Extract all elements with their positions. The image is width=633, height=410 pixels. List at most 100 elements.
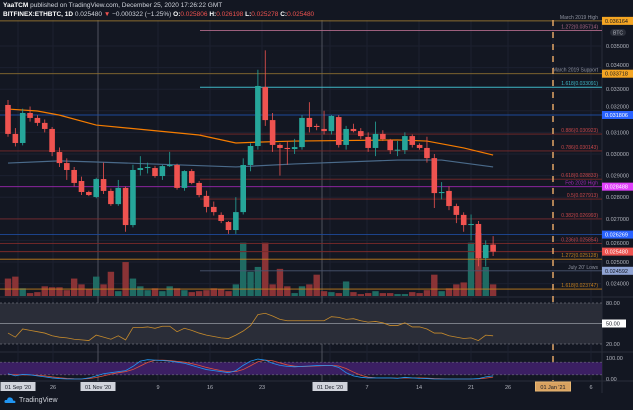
level-label: 0.236(0.025854) — [561, 238, 598, 244]
candle-body — [78, 180, 85, 193]
volume-bar — [232, 284, 240, 296]
currency-badge — [610, 29, 626, 36]
candle-body — [130, 169, 136, 226]
close-label: C: — [280, 11, 288, 18]
level-label: Feb 2020 High — [565, 181, 598, 187]
candle-body — [438, 192, 445, 194]
candle-body — [233, 212, 239, 231]
last-price: 0.025480 — [74, 11, 102, 18]
time-tick-label: 6 — [589, 385, 592, 391]
price-tag — [602, 182, 633, 191]
volume-bar — [387, 293, 394, 296]
tradingview-brand[interactable]: TradingView — [19, 396, 58, 404]
rsi-tick-label: 50.00 — [606, 322, 620, 328]
candle-body — [306, 117, 313, 128]
candle-body — [402, 136, 408, 151]
volume-bar — [48, 287, 56, 296]
time-tick-label: 14 — [416, 385, 422, 391]
volume-bar — [350, 292, 357, 296]
price-tag — [602, 247, 633, 256]
rsi-value-tag — [602, 319, 626, 328]
price-tag-label: 0.026269 — [605, 233, 628, 239]
candle-body — [152, 168, 158, 177]
level-label: 1.618(0.033091) — [561, 81, 598, 87]
candle-body — [365, 136, 371, 148]
candle-body — [137, 168, 144, 170]
volume-bar — [19, 288, 26, 296]
low-label: L: — [245, 11, 252, 18]
candle-body — [350, 128, 357, 132]
level-label: July 20' Lows — [568, 265, 598, 271]
volume-bar — [181, 290, 188, 296]
candle-body — [380, 133, 386, 140]
volume-bar — [159, 291, 166, 296]
down-arrow-icon: ▼ — [103, 11, 111, 18]
candle-body — [49, 128, 55, 153]
volume-bar — [129, 278, 137, 296]
ohlc-line: BITFINEX:ETHBTC, 1D 0.025480 ▼ −0.000322… — [3, 10, 314, 19]
volume-bar — [306, 284, 313, 296]
time-tick-label: 01 Nov '20 — [85, 385, 111, 391]
candle-body — [108, 190, 114, 205]
candle-body — [262, 87, 269, 121]
level-label: 0.886(0.030923) — [561, 128, 598, 134]
volume-bar — [379, 293, 387, 296]
level-label: 1.618(0.023747) — [561, 283, 598, 289]
candle-body — [5, 104, 11, 134]
currency-badge-label: BTC — [613, 31, 623, 37]
volume-bar — [56, 287, 63, 296]
volume-bar — [188, 292, 195, 296]
price-tick-label: 0.026000 — [606, 241, 629, 247]
candle-body — [343, 128, 349, 145]
time-label-box — [80, 382, 116, 391]
level-label: March 2019 Support — [553, 68, 599, 74]
candle-body — [211, 206, 217, 213]
volume-bar — [210, 288, 217, 296]
candle-body — [93, 179, 99, 197]
volume-bar — [445, 288, 453, 296]
candle-body — [277, 144, 283, 148]
volume-bar — [4, 278, 12, 296]
candle-body — [225, 222, 232, 231]
candle-body — [166, 165, 173, 167]
open-label: O: — [173, 11, 181, 18]
author[interactable]: YaaTCM — [3, 2, 29, 9]
level-label: 0.5(0.027913) — [567, 193, 598, 199]
candle-body — [218, 214, 224, 221]
candle-body — [240, 165, 246, 213]
price-tick-label: 0.024000 — [606, 282, 629, 288]
level-label: 0.786(0.030143) — [561, 145, 598, 151]
volume-bar — [262, 242, 269, 296]
candle-body — [475, 223, 482, 259]
candle-body — [159, 166, 166, 177]
volume-bar — [423, 290, 431, 296]
stoch-tick-label: 0.00 — [606, 377, 617, 383]
time-tick-label: 9 — [156, 385, 159, 391]
volume-bar — [335, 293, 342, 296]
price-tag-label: 0.025480 — [605, 250, 628, 256]
price-tick-label: 0.030000 — [606, 152, 629, 158]
volume-bar — [100, 284, 107, 296]
time-label-box — [535, 381, 571, 392]
volume-bar — [394, 294, 401, 296]
candle-body — [64, 163, 70, 170]
footer: TradingView — [4, 396, 58, 404]
volume-bar — [34, 292, 41, 296]
price-tag — [602, 110, 633, 119]
volume-bar — [467, 242, 475, 296]
volume-bar — [115, 291, 122, 296]
symbol[interactable]: BITFINEX:ETHBTC, 1D — [3, 11, 74, 18]
volume-bar — [482, 266, 489, 296]
candle-body — [424, 147, 430, 159]
candle-body — [86, 192, 92, 196]
time-tick-label: 21 — [468, 385, 474, 391]
volume-bar — [438, 291, 445, 296]
candle-body — [203, 195, 210, 207]
candle-body — [174, 165, 180, 188]
candle-body — [188, 171, 195, 183]
candle-body — [299, 117, 305, 148]
volume-bar — [70, 278, 78, 296]
stoch-k-line — [7, 358, 494, 380]
candle-body — [71, 169, 77, 183]
